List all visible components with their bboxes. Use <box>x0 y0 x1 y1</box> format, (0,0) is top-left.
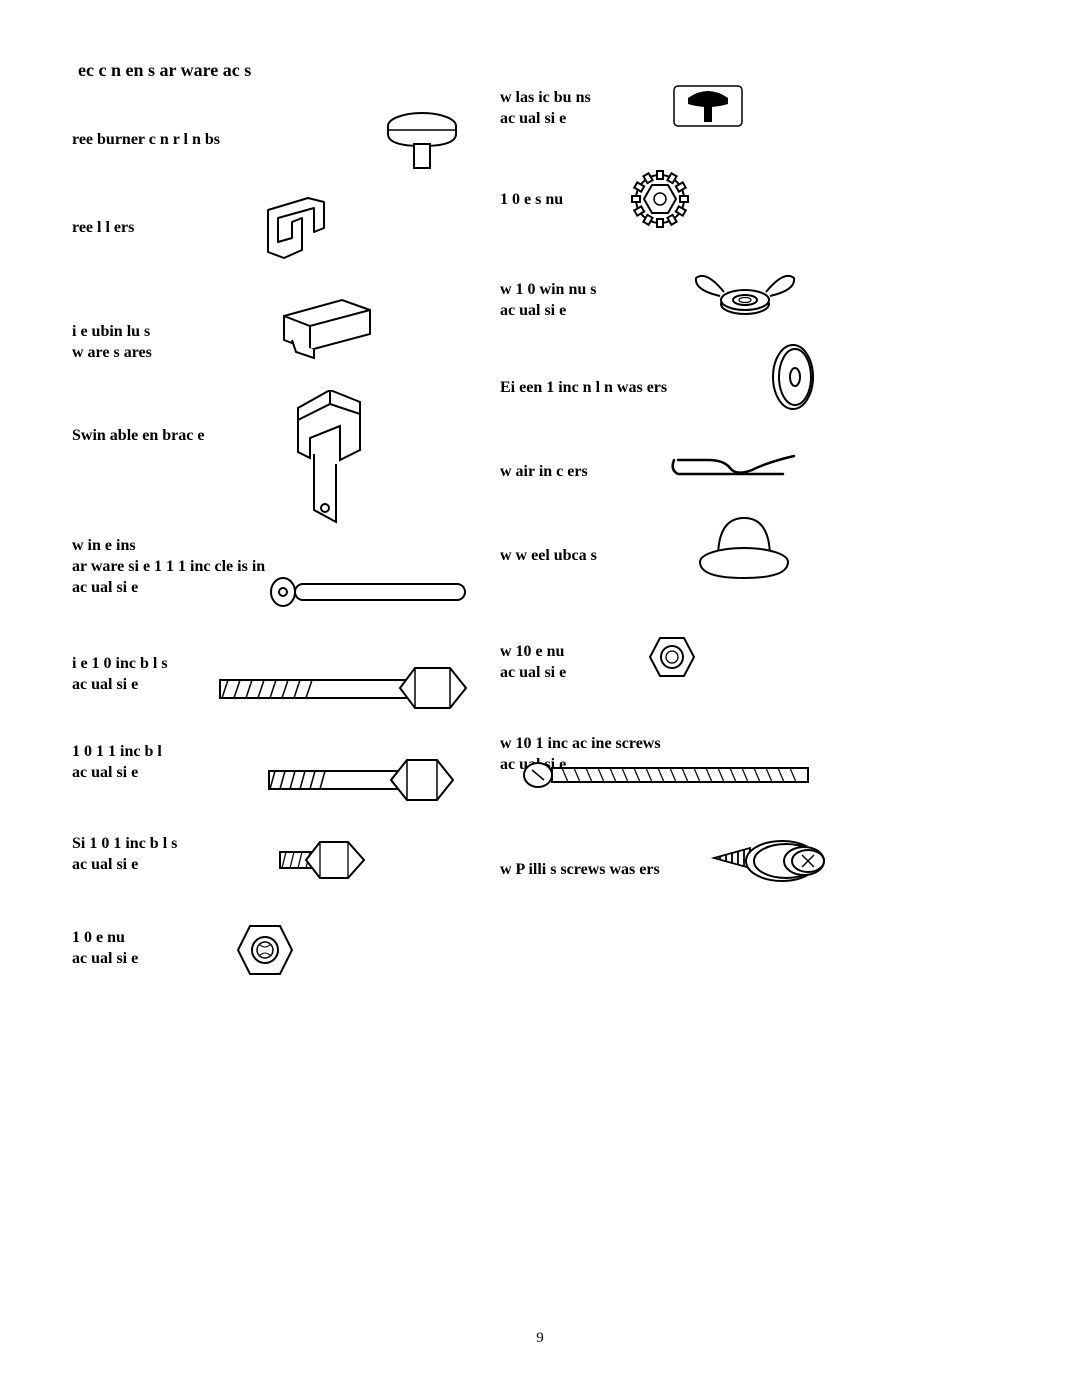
label-hinge: w in e ins ar ware si e 1 1 1 inc cle is… <box>72 536 265 598</box>
page-number: 9 <box>0 1330 1080 1347</box>
bolt-long-icon <box>218 666 468 717</box>
wing-nut-icon <box>690 270 800 325</box>
label-hinge-1: w in e ins <box>72 537 136 554</box>
label-hex-nut-2: ac ual si e <box>72 949 138 970</box>
label-wing-nut-1: w 1 0 win nu s <box>500 281 596 298</box>
label-hex-nut-1: 1 0 e nu <box>72 929 125 946</box>
gear-nut-icon <box>630 170 690 233</box>
label-bolt-short-2: ac ual si e <box>72 855 177 876</box>
hinge-pin-icon <box>267 574 477 615</box>
label-bolt-med: 1 0 1 1 inc b l ac ual si e <box>72 742 162 784</box>
label-brace: Swin able en brac e <box>72 426 204 447</box>
plug-icon <box>280 294 375 367</box>
label-bolt-long-2: ac ual si e <box>72 675 168 696</box>
hex-nut-icon <box>236 922 294 983</box>
plastic-button-icon <box>668 82 748 137</box>
brace-icon <box>290 390 370 535</box>
phillips-icon <box>710 836 840 891</box>
label-wing-nut-2: ac ual si e <box>500 301 596 322</box>
label-hubcap: w w eel ubca s <box>500 546 597 567</box>
label-hairpin: w air in c ers <box>500 462 588 483</box>
label-hex-small-2: ac ual si e <box>500 663 566 684</box>
page-container: ec c n en s ar ware ac s ree burner c n … <box>0 0 1080 1397</box>
label-washer: Ei een 1 inc n l n was ers <box>500 378 667 399</box>
label-wing-nut: w 1 0 win nu s ac ual si e <box>500 280 596 322</box>
label-machine-screw-1: w 10 1 inc ac ine screws <box>500 735 661 752</box>
label-plastic-button-2: ac ual si e <box>500 109 591 130</box>
knob-icon <box>362 112 457 177</box>
label-tubing-1: i e ubin lu s <box>72 323 150 340</box>
label-plastic-button: w las ic bu ns ac ual si e <box>500 88 591 130</box>
label-plastic-button-1: w las ic bu ns <box>500 89 591 106</box>
washer-icon <box>770 342 816 417</box>
label-bolt-long: i e 1 0 inc b l s ac ual si e <box>72 654 168 696</box>
hex-nut-small-icon <box>648 634 696 685</box>
label-bolt-long-1: i e 1 0 inc b l s <box>72 655 168 672</box>
label-holders: ree l l ers <box>72 218 134 239</box>
label-hinge-3: ac ual si e <box>72 578 265 599</box>
page-title: ec c n en s ar ware ac s <box>78 60 251 81</box>
label-bolt-short-1: Si 1 0 1 inc b l s <box>72 835 177 852</box>
label-bolt-med-1: 1 0 1 1 inc b l <box>72 743 162 760</box>
label-bolt-med-2: ac ual si e <box>72 763 162 784</box>
holder-icon <box>258 194 338 273</box>
label-gear-nut: 1 0 e s nu <box>500 190 563 211</box>
label-phillips: w P illi s screws was ers <box>500 860 660 881</box>
label-hex-small-1: w 10 e nu <box>500 643 564 660</box>
label-hex-nut: 1 0 e nu ac ual si e <box>72 928 138 970</box>
label-tubing-2: w are s ares <box>72 343 152 364</box>
bolt-short-icon <box>278 840 370 885</box>
label-knobs: ree burner c n r l n bs <box>72 130 220 151</box>
label-hinge-2: ar ware si e 1 1 1 inc cle is in <box>72 557 265 578</box>
label-hex-small: w 10 e nu ac ual si e <box>500 642 566 684</box>
machine-screw-icon <box>522 760 812 795</box>
hubcap-icon <box>694 510 794 595</box>
label-tubing: i e ubin lu s w are s ares <box>72 322 152 364</box>
hairpin-icon <box>668 450 798 487</box>
bolt-med-icon <box>267 758 457 807</box>
label-bolt-short: Si 1 0 1 inc b l s ac ual si e <box>72 834 177 876</box>
